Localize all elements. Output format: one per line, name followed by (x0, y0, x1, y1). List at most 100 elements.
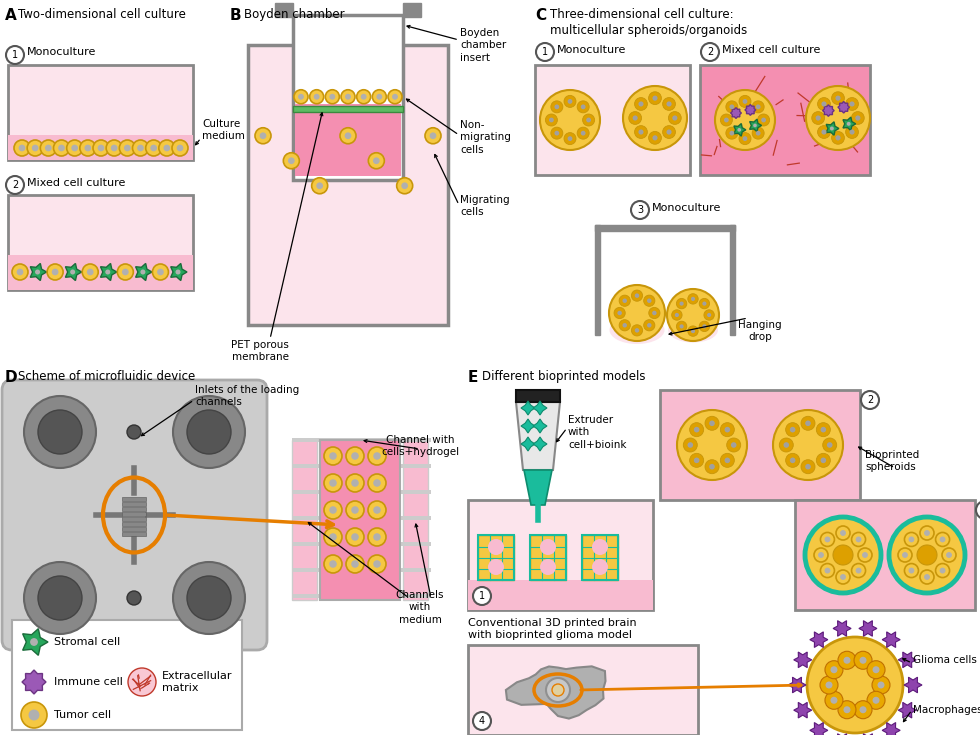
Circle shape (779, 438, 793, 452)
Bar (292, 516, 431, 520)
Circle shape (546, 678, 570, 702)
Circle shape (847, 122, 851, 126)
Circle shape (840, 574, 846, 580)
Circle shape (662, 98, 675, 110)
Circle shape (581, 131, 586, 135)
Circle shape (830, 666, 838, 673)
Circle shape (644, 295, 655, 306)
Circle shape (737, 128, 741, 132)
Text: Two-dimensional cell culture: Two-dimensional cell culture (18, 8, 186, 21)
Circle shape (691, 297, 695, 301)
Circle shape (21, 702, 47, 728)
Circle shape (325, 90, 339, 104)
Circle shape (844, 706, 851, 713)
Circle shape (724, 118, 729, 123)
Circle shape (649, 307, 660, 318)
Circle shape (852, 532, 865, 546)
Circle shape (814, 548, 828, 562)
Circle shape (298, 94, 304, 100)
Bar (122, 522, 146, 526)
Circle shape (175, 270, 180, 274)
Circle shape (111, 145, 118, 151)
Circle shape (850, 101, 855, 107)
Circle shape (173, 396, 245, 468)
Polygon shape (506, 667, 606, 719)
Bar (700, 65, 870, 175)
Circle shape (19, 145, 25, 151)
Circle shape (52, 268, 59, 276)
Circle shape (619, 295, 630, 306)
Circle shape (351, 560, 359, 567)
Circle shape (329, 560, 337, 567)
Circle shape (638, 129, 644, 135)
Bar (293, 15, 403, 180)
Circle shape (818, 552, 824, 558)
Circle shape (368, 447, 386, 465)
Text: 4: 4 (479, 716, 485, 726)
Polygon shape (533, 437, 547, 451)
Circle shape (825, 661, 843, 678)
Circle shape (14, 140, 30, 156)
Circle shape (666, 129, 671, 135)
Circle shape (622, 298, 627, 303)
Circle shape (617, 311, 622, 315)
Circle shape (357, 90, 370, 104)
Circle shape (753, 101, 764, 113)
Circle shape (329, 94, 335, 100)
Circle shape (694, 427, 700, 432)
Circle shape (93, 140, 109, 156)
Circle shape (187, 410, 231, 454)
Circle shape (629, 112, 642, 124)
Circle shape (739, 96, 751, 107)
Circle shape (24, 562, 96, 634)
Circle shape (889, 517, 965, 593)
Text: Culture
medium: Culture medium (202, 119, 245, 141)
Circle shape (24, 396, 96, 468)
Text: 2: 2 (867, 395, 873, 405)
Polygon shape (788, 677, 806, 693)
Circle shape (341, 90, 355, 104)
Circle shape (6, 176, 24, 194)
Circle shape (45, 145, 52, 151)
Polygon shape (809, 632, 828, 648)
Ellipse shape (668, 318, 718, 343)
Text: Migrating
cells: Migrating cells (460, 195, 510, 218)
Circle shape (124, 145, 130, 151)
Bar (8, 195, 193, 290)
Bar (122, 532, 146, 536)
Circle shape (820, 532, 834, 546)
Circle shape (324, 555, 342, 573)
Bar (530, 535, 566, 580)
Circle shape (836, 526, 850, 540)
Circle shape (346, 501, 364, 519)
Circle shape (835, 135, 841, 140)
Polygon shape (882, 632, 901, 648)
Circle shape (324, 528, 342, 546)
Circle shape (707, 313, 711, 317)
Circle shape (671, 309, 682, 320)
Circle shape (754, 123, 757, 127)
Circle shape (619, 320, 630, 331)
Circle shape (173, 562, 245, 634)
Circle shape (710, 420, 714, 426)
Circle shape (17, 268, 24, 276)
Circle shape (397, 178, 413, 194)
Circle shape (351, 533, 359, 541)
Circle shape (739, 132, 751, 145)
Bar (122, 502, 146, 506)
Text: Monoculture: Monoculture (557, 45, 626, 55)
Text: Immune cell: Immune cell (54, 677, 122, 687)
Text: Mixed cell culture: Mixed cell culture (27, 178, 125, 188)
Polygon shape (730, 107, 742, 118)
Polygon shape (838, 101, 850, 113)
Circle shape (373, 533, 381, 541)
Circle shape (905, 564, 918, 578)
Bar (293, 106, 403, 112)
Circle shape (132, 140, 149, 156)
Circle shape (164, 145, 171, 151)
Circle shape (345, 132, 352, 139)
Circle shape (122, 268, 128, 276)
Bar (292, 542, 431, 546)
Circle shape (705, 459, 719, 473)
Circle shape (649, 132, 662, 144)
